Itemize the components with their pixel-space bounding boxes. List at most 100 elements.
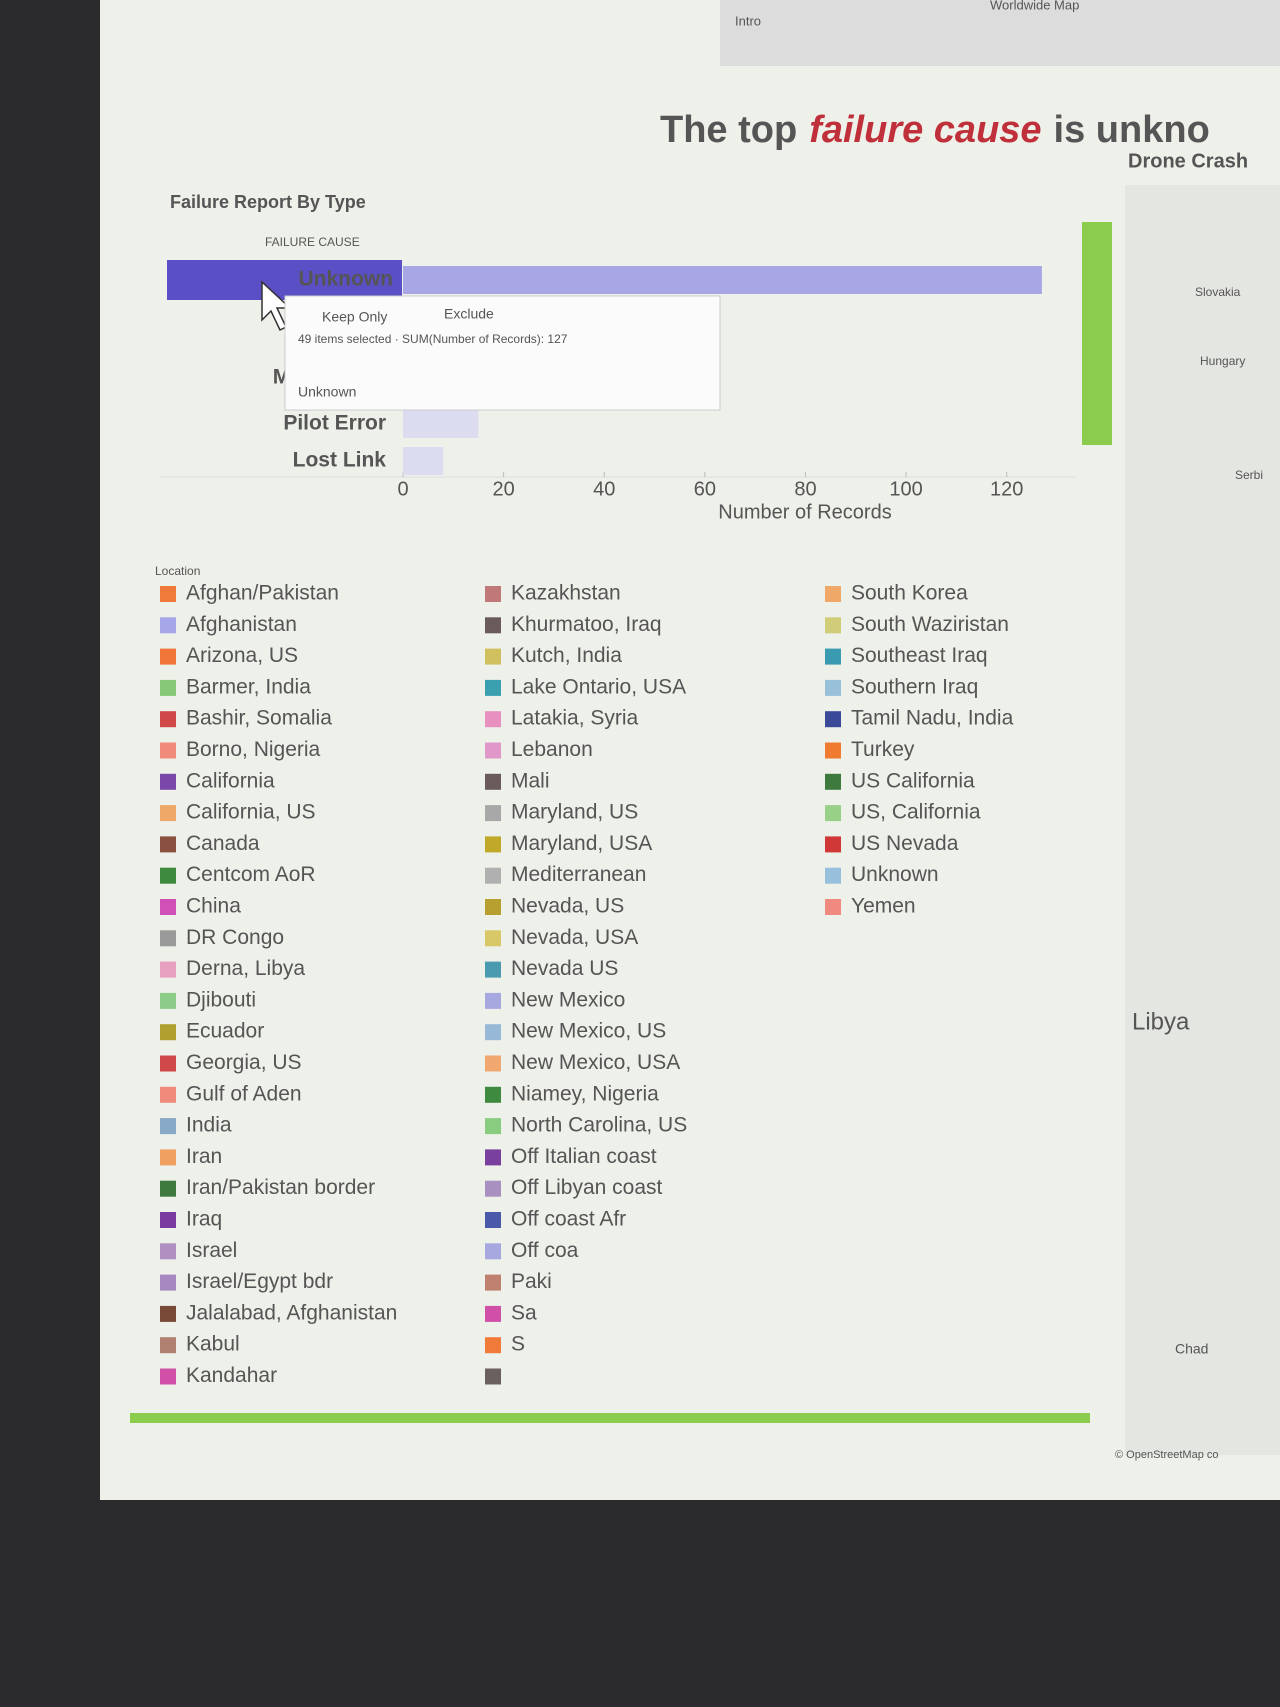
- legend-swatch: [825, 617, 841, 634]
- legend-swatch: [160, 1149, 176, 1166]
- legend-swatch: [485, 1024, 501, 1041]
- legend-label: Niamey, Nigeria: [511, 1082, 659, 1105]
- legend-label: Nevada US: [511, 957, 618, 980]
- x-tick-label: 0: [397, 478, 408, 500]
- legend-label: Georgia, US: [186, 1051, 302, 1074]
- legend-swatch: [160, 1368, 176, 1385]
- legend-swatch: [485, 930, 501, 947]
- legend-label: Arizona, US: [186, 644, 298, 667]
- legend-swatch: [485, 992, 501, 1009]
- legend-label: DR Congo: [186, 926, 284, 949]
- legend-swatch: [160, 1118, 176, 1135]
- x-tick-label: 120: [990, 478, 1023, 500]
- headline-start: The top: [660, 109, 797, 151]
- legend-label: US California: [851, 769, 975, 792]
- chart-title: Failure Report By Type: [170, 192, 366, 212]
- category-header: FAILURE CAUSE: [265, 235, 360, 249]
- legend-label: Iran/Pakistan border: [186, 1176, 375, 1199]
- legend-swatch: [485, 1086, 501, 1103]
- legend-label: Djibouti: [186, 988, 256, 1011]
- legend-label: Khurmatoo, Iraq: [511, 613, 662, 636]
- legend-swatch: [485, 773, 501, 790]
- category-label: Pilot Error: [283, 412, 386, 435]
- legend-swatch: [160, 1212, 176, 1228]
- legend-label: US Nevada: [851, 832, 959, 855]
- legend-swatch: [160, 1243, 176, 1260]
- legend-swatch: [825, 899, 841, 915]
- legend-label: India: [186, 1114, 232, 1137]
- legend-swatch: [160, 1055, 176, 1072]
- tab-bar: [720, 0, 1280, 66]
- x-tick-label: 100: [889, 478, 922, 500]
- tab[interactable]: Intro: [735, 13, 761, 28]
- headline: The top failure cause is unkno: [660, 109, 1210, 151]
- bar: [403, 266, 1042, 294]
- legend-label: Ecuador: [186, 1020, 264, 1043]
- legend-swatch: [825, 679, 841, 696]
- legend-label: Lebanon: [511, 738, 593, 761]
- legend-label: China: [186, 895, 241, 918]
- keep-only[interactable]: Keep Only: [322, 309, 387, 325]
- legend-label: Unknown: [851, 863, 939, 886]
- legend-swatch: [485, 1149, 501, 1166]
- category-label: Lost Link: [293, 449, 387, 472]
- legend-label: Kazakhstan: [511, 582, 621, 605]
- legend-label: Afghan/Pakistan: [186, 582, 339, 605]
- legend-swatch: [485, 1055, 501, 1072]
- legend-label: Maryland, US: [511, 801, 638, 824]
- legend-swatch: [825, 836, 841, 853]
- legend-swatch: [485, 899, 501, 915]
- legend-label: Tamil Nadu, India: [851, 707, 1014, 730]
- legend-swatch: [160, 711, 176, 728]
- legend-label: North Carolina, US: [511, 1114, 687, 1137]
- map[interactable]: [1125, 185, 1280, 1455]
- legend-label: Israel: [186, 1239, 237, 1262]
- map-label: Serbi: [1235, 468, 1263, 482]
- legend-label: New Mexico: [511, 988, 625, 1011]
- legend-swatch: [160, 773, 176, 790]
- map-label: Chad: [1175, 1341, 1208, 1357]
- tooltip-item: Unknown: [298, 384, 356, 400]
- legend-swatch: [485, 1243, 501, 1260]
- legend-swatch: [825, 773, 841, 790]
- legend-swatch: [160, 930, 176, 947]
- x-tick-label: 60: [694, 478, 716, 500]
- legend-label: Off Libyan coast: [511, 1176, 663, 1199]
- legend-label: Lake Ontario, USA: [511, 675, 686, 698]
- tab[interactable]: Worldwide Map: [990, 0, 1079, 12]
- bar: [403, 410, 479, 438]
- bar: [403, 447, 444, 475]
- legend-label: Israel/Egypt bdr: [186, 1270, 333, 1293]
- category-label: Unknown: [299, 268, 394, 291]
- legend-label: Latakia, Syria: [511, 707, 639, 730]
- map-title: Drone Crash: [1128, 150, 1248, 172]
- legend-label: US, California: [851, 801, 981, 824]
- map-credit: © OpenStreetMap co: [1115, 1449, 1219, 1461]
- legend-swatch: [160, 679, 176, 696]
- legend-swatch: [825, 648, 841, 665]
- legend-label: Kutch, India: [511, 644, 622, 667]
- legend-swatch: [485, 617, 501, 634]
- legend-label: Derna, Libya: [186, 957, 305, 980]
- legend-swatch: [160, 1274, 176, 1291]
- legend-label: Barmer, India: [186, 675, 311, 698]
- footer-rule: [130, 1413, 1090, 1423]
- legend-label: Kandahar: [186, 1364, 277, 1387]
- legend-label: Off Italian coast: [511, 1145, 657, 1168]
- legend-label: Turkey: [851, 738, 915, 761]
- exclude[interactable]: Exclude: [444, 306, 494, 322]
- legend-swatch: [160, 867, 176, 884]
- legend-label: California: [186, 769, 275, 792]
- legend-label: Nevada, US: [511, 895, 624, 918]
- legend-label: Iraq: [186, 1208, 222, 1231]
- legend-label: South Korea: [851, 582, 968, 605]
- selected-category: [167, 260, 402, 300]
- legend-label: Gulf of Aden: [186, 1082, 302, 1105]
- legend-swatch: [160, 648, 176, 665]
- headline-emphasis: failure cause: [809, 109, 1041, 151]
- legend-label: Maryland, USA: [511, 832, 652, 855]
- legend-swatch: [160, 742, 176, 759]
- legend-label: Jalalabad, Afghanistan: [186, 1301, 397, 1324]
- legend-label: Centcom AoR: [186, 863, 316, 886]
